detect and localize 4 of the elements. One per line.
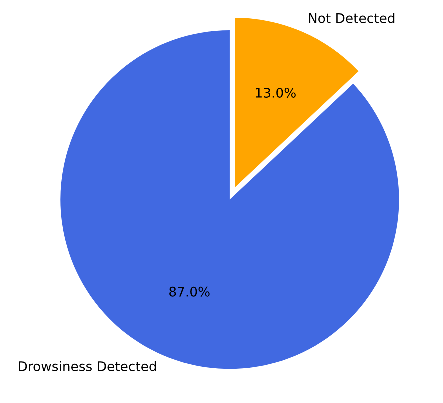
data-label: 87.0%: [170, 286, 210, 297]
slice-label: Not Detected: [309, 13, 395, 24]
data-label: 13.0%: [256, 88, 296, 98]
slice-label: Drowsiness Detected: [19, 361, 156, 372]
